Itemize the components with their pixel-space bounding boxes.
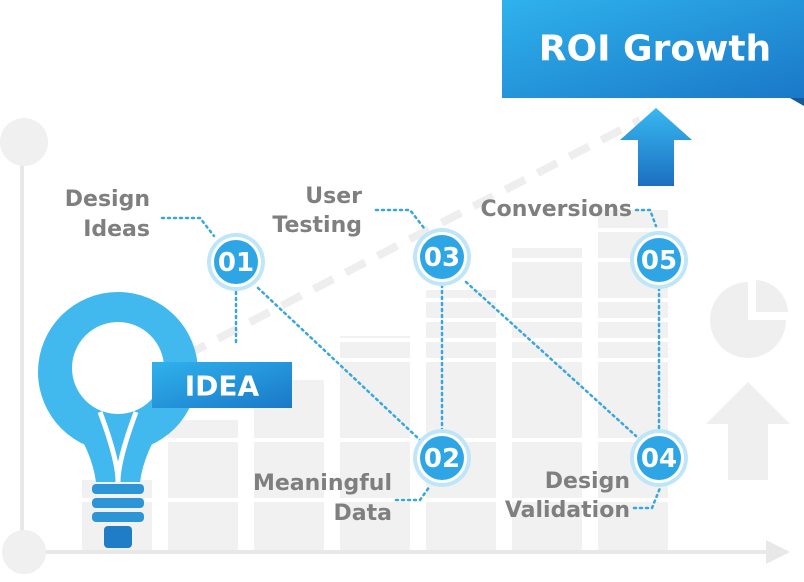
step-label: Design <box>65 187 150 212</box>
step-label: Meaningful <box>253 471 392 496</box>
step-number: 01 <box>218 248 254 278</box>
step-number: 03 <box>424 243 460 273</box>
idea-label: IDEA <box>185 370 260 403</box>
connectors <box>160 208 662 510</box>
background-bars <box>80 210 670 550</box>
step-circle <box>214 240 258 284</box>
axes <box>0 118 790 574</box>
step-circle <box>637 436 681 480</box>
step-circle <box>637 238 681 282</box>
step-label: User <box>305 184 362 209</box>
step-label: Testing <box>272 213 362 238</box>
step-label: Design <box>545 469 630 494</box>
step-circle <box>420 235 464 279</box>
step-label: Data <box>334 501 392 526</box>
decor-icons <box>706 280 790 480</box>
step-label: Conversions <box>480 197 632 222</box>
step-label: Ideas <box>83 217 150 242</box>
steps: 01 02 03 04 05 <box>207 228 688 487</box>
step-labels: Design Ideas Meaningful Data User Testin… <box>65 184 632 526</box>
bulb <box>38 292 198 548</box>
up-arrow <box>620 108 692 186</box>
step-label: Validation <box>505 498 630 523</box>
step-number: 04 <box>641 444 677 474</box>
idea-tag: IDEA <box>152 362 292 408</box>
step-number: 05 <box>641 246 677 276</box>
step-circle <box>420 436 464 480</box>
trend-line <box>88 116 642 409</box>
step-number: 02 <box>424 444 460 474</box>
banner: ROI Growth <box>502 0 804 106</box>
banner-title: ROI Growth <box>539 29 771 70</box>
